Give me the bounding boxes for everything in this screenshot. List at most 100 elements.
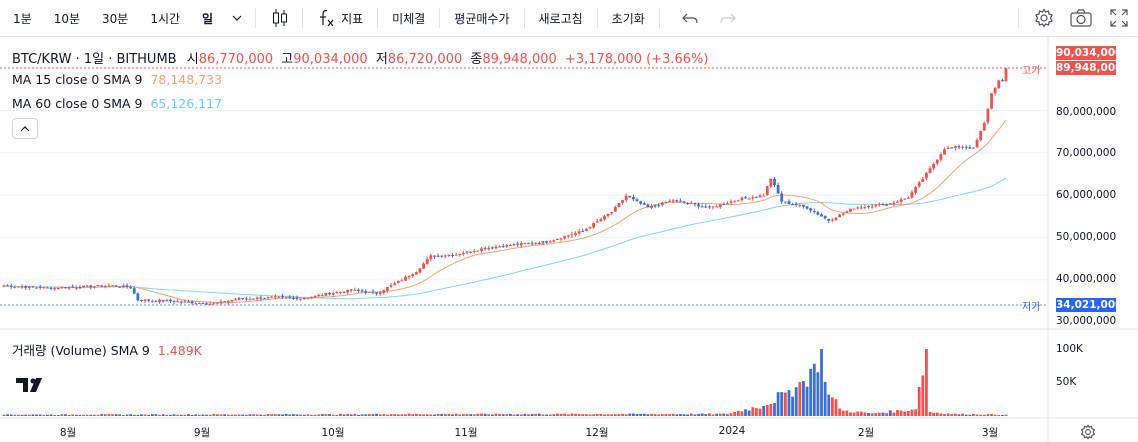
interval-10min-button[interactable]: 10분 <box>53 11 80 26</box>
volume-bar <box>266 414 270 416</box>
candle-body <box>328 292 331 295</box>
candle-body <box>588 227 592 229</box>
volume-bar <box>516 414 520 416</box>
function-fx-icon[interactable] <box>317 8 337 28</box>
volume-value: 1.489K <box>157 343 202 358</box>
undo-icon[interactable] <box>680 12 700 24</box>
candle-body <box>816 212 820 215</box>
volume-legend[interactable]: 거래량 (Volume) SMA 9 1.489K <box>12 340 202 359</box>
volume-bar <box>281 414 284 416</box>
volume-bar <box>161 414 165 416</box>
interval-30min-button[interactable]: 30분 <box>102 11 129 26</box>
volume-bar <box>1004 414 1008 416</box>
candle-body <box>917 182 921 187</box>
candle-body <box>537 242 541 244</box>
volume-bar <box>787 390 791 416</box>
volume-bar <box>509 413 512 416</box>
y-tick-label: 70,000,000 <box>1056 147 1117 159</box>
volume-bar <box>548 414 552 416</box>
toolbar-divider <box>255 8 257 28</box>
candle-body <box>342 291 346 293</box>
volume-bar <box>317 414 321 416</box>
avg-buy-price-button[interactable]: 평균매수가 <box>454 11 510 26</box>
ma15-legend[interactable]: MA 15 close 0 SMA 9 78,148,733 <box>12 72 222 87</box>
volume-bar <box>216 414 219 416</box>
candle-body <box>527 242 530 244</box>
candle-body <box>838 214 842 218</box>
candle-body <box>552 240 556 242</box>
candle-body <box>870 206 874 208</box>
camera-icon[interactable] <box>1069 9 1093 27</box>
candle-body <box>841 213 845 215</box>
candle-body <box>252 298 255 300</box>
candle-body <box>60 287 64 289</box>
candlestick-series <box>2 67 1008 306</box>
candle-body <box>168 299 172 302</box>
collapse-legend-button[interactable] <box>12 118 38 139</box>
chevron-down-icon[interactable] <box>231 15 243 21</box>
interval-day-button[interactable]: 일 <box>202 11 214 26</box>
volume-bar <box>740 411 744 416</box>
candle-body <box>834 217 838 221</box>
candle-body <box>751 197 755 199</box>
candle-body <box>31 286 35 288</box>
candle-body <box>396 281 400 284</box>
tradingview-logo-icon[interactable] <box>14 374 48 396</box>
candle-body <box>758 195 762 198</box>
volume-bar <box>1000 414 1004 416</box>
candle-body <box>425 259 429 264</box>
candle-body <box>190 301 194 304</box>
volume-bar <box>914 409 917 416</box>
volume-bar <box>248 414 252 416</box>
axis-settings-gear-icon[interactable] <box>1080 424 1096 442</box>
refresh-button[interactable]: 새로고침 <box>538 11 583 26</box>
volume-bar <box>624 414 628 416</box>
candle-body <box>509 245 512 247</box>
candle-body <box>664 201 668 203</box>
volume-bar <box>183 414 187 416</box>
candle-body <box>487 247 491 250</box>
settings-gear-icon[interactable] <box>1033 8 1055 28</box>
volume-bar <box>990 414 993 416</box>
redo-icon[interactable] <box>718 12 738 24</box>
reset-button[interactable]: 초기화 <box>611 11 645 26</box>
volume-bar <box>197 414 201 416</box>
volume-bar <box>129 414 133 416</box>
ma60-legend[interactable]: MA 60 close 0 SMA 9 65,126,117 <box>12 96 222 111</box>
candle-body <box>874 204 878 206</box>
candle-body <box>566 235 570 237</box>
volume-bar <box>845 410 849 416</box>
volume-bar <box>823 381 827 416</box>
candle-body <box>548 241 552 243</box>
candle-body <box>17 286 20 288</box>
candle-body <box>881 204 885 206</box>
volume-bar <box>917 387 921 416</box>
candle-body <box>577 231 581 234</box>
volume-bar <box>679 414 682 416</box>
candle-body <box>295 297 299 300</box>
volume-bar <box>49 414 53 416</box>
open-orders-button[interactable]: 미체결 <box>392 11 426 26</box>
candle-body <box>617 203 621 207</box>
candle-body <box>129 287 133 289</box>
volume-bar <box>877 412 881 416</box>
interval-1min-button[interactable]: 1분 <box>13 11 32 26</box>
volume-bar <box>306 414 310 416</box>
fullscreen-icon[interactable] <box>1107 9 1131 27</box>
candle-body <box>281 296 284 298</box>
volume-bar <box>252 414 255 416</box>
interval-1hour-button[interactable]: 1시간 <box>150 11 181 26</box>
candle-body <box>892 202 896 205</box>
volume-bar <box>570 413 574 416</box>
indicators-button[interactable]: 지표 <box>341 11 364 26</box>
candle-body <box>299 298 303 300</box>
open-value: 86,770,000 <box>198 52 274 67</box>
candlestick-icon[interactable] <box>268 8 292 28</box>
volume-bar <box>686 414 690 416</box>
volume-bar <box>820 349 823 416</box>
volume-bar <box>125 414 129 416</box>
volume-bar <box>411 414 415 416</box>
volume-bar <box>114 414 118 416</box>
volume-bar <box>208 414 212 416</box>
